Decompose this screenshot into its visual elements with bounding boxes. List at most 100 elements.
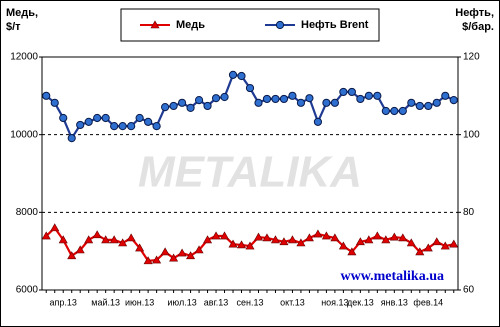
point <box>296 238 306 247</box>
point <box>84 117 93 126</box>
point <box>169 253 179 262</box>
point <box>449 239 459 248</box>
point <box>127 122 136 131</box>
point <box>313 229 323 238</box>
y2-tick-label: 120 <box>463 52 480 63</box>
x-tick-label: июн.13 <box>125 297 154 307</box>
x-tick-label: апр.13 <box>50 297 77 307</box>
point <box>254 98 263 107</box>
point <box>152 122 161 131</box>
x-tick-label: фев.14 <box>413 297 443 307</box>
point <box>169 101 178 111</box>
point <box>373 91 382 100</box>
point <box>406 238 416 247</box>
point <box>381 106 390 116</box>
point <box>126 233 136 242</box>
point <box>245 83 255 93</box>
y2-tick-label: 100 <box>463 129 480 140</box>
point <box>441 91 450 100</box>
point <box>203 101 212 111</box>
point <box>67 251 77 260</box>
point <box>160 247 170 256</box>
point <box>84 235 94 244</box>
point <box>322 98 331 107</box>
y-tick-label: 10000 <box>10 129 38 140</box>
point <box>92 230 102 239</box>
point <box>42 91 51 100</box>
point <box>211 231 221 240</box>
point <box>245 241 255 250</box>
point <box>41 231 51 240</box>
point <box>135 243 145 252</box>
point <box>330 98 339 107</box>
point <box>262 233 272 242</box>
x-tick-label: окт.13 <box>280 297 305 307</box>
point <box>67 134 76 143</box>
point <box>144 117 153 126</box>
point <box>423 243 433 252</box>
x-tick-label: авг.13 <box>204 297 228 307</box>
point <box>372 231 382 240</box>
point <box>287 235 297 244</box>
point <box>449 96 458 105</box>
point <box>313 117 323 126</box>
point <box>305 94 314 103</box>
point <box>339 87 348 97</box>
point <box>143 256 153 265</box>
plot-area <box>41 56 459 291</box>
point <box>203 235 213 244</box>
point <box>253 232 264 241</box>
point <box>432 98 441 107</box>
x-tick-label: дек.13 <box>347 297 374 307</box>
point <box>101 113 110 123</box>
x-tick-label: май.13 <box>91 297 120 307</box>
point <box>304 233 314 242</box>
point <box>279 94 289 104</box>
point <box>118 122 127 131</box>
point <box>75 245 85 254</box>
legend-label: Нефть Brent <box>301 19 369 31</box>
point <box>321 231 331 240</box>
x-tick-label: ноя.13 <box>321 297 348 307</box>
point <box>59 113 68 123</box>
point <box>152 255 162 264</box>
point <box>177 98 187 107</box>
point <box>440 241 450 250</box>
point <box>432 237 442 246</box>
point <box>330 233 340 242</box>
x-tick-label: июл.13 <box>167 297 196 307</box>
point <box>135 113 144 123</box>
point <box>364 235 374 244</box>
point <box>150 20 160 29</box>
y-tick-label: 8000 <box>16 207 39 218</box>
y-tick-label: 6000 <box>16 285 39 296</box>
point <box>177 248 187 257</box>
y-axis-title-line: Медь, <box>6 7 38 19</box>
point <box>424 101 433 111</box>
point <box>271 94 280 104</box>
point <box>288 91 297 100</box>
point <box>109 235 119 244</box>
point <box>50 98 59 107</box>
point <box>194 245 204 254</box>
y2-axis-title-line: $/бар. <box>462 21 494 33</box>
source-url: www.metalika.ua <box>341 269 444 284</box>
point <box>270 235 280 244</box>
point <box>228 239 238 248</box>
watermark: METALIKA <box>138 148 362 197</box>
y-tick-label: 12000 <box>10 52 38 63</box>
point <box>415 247 425 256</box>
point <box>389 232 399 241</box>
point <box>398 106 407 116</box>
point <box>220 92 229 102</box>
point <box>211 94 221 103</box>
point <box>110 122 119 131</box>
point <box>275 20 285 30</box>
point <box>398 233 408 242</box>
point <box>50 223 60 232</box>
point <box>390 106 399 116</box>
point <box>347 87 356 97</box>
point <box>101 235 111 244</box>
point <box>186 103 195 112</box>
